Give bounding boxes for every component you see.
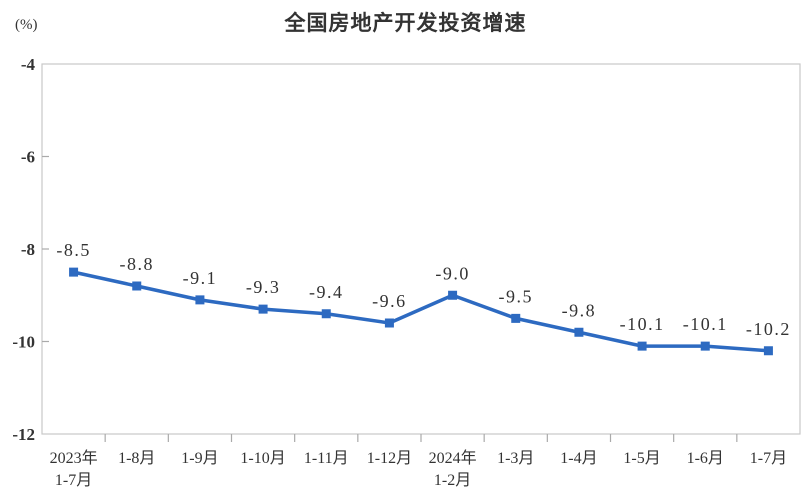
x-tick-label: 1-7月 (750, 450, 787, 467)
data-point-marker (763, 346, 773, 356)
y-tick-label: -4 (21, 55, 36, 74)
data-point-label: -9.1 (183, 268, 218, 288)
data-point-label: -8.5 (56, 240, 91, 260)
y-tick-label: -12 (12, 425, 35, 444)
x-tick-label: 1-12月 (367, 450, 412, 467)
data-point-label: -9.4 (309, 282, 344, 302)
y-tick-label: -6 (21, 148, 35, 167)
x-tick-label: 2023年 (50, 449, 98, 467)
data-point-label: -9.8 (562, 300, 597, 320)
data-point-marker (69, 267, 79, 277)
data-point-label: -9.3 (246, 277, 281, 297)
x-tick-label: 1-11月 (304, 450, 349, 467)
data-point-marker (511, 313, 521, 323)
data-point-marker (258, 304, 268, 314)
data-point-marker (574, 327, 584, 337)
data-point-label: -10.1 (683, 314, 728, 334)
y-axis-unit-label: (%) (15, 17, 38, 33)
data-point-label: -8.8 (120, 254, 155, 274)
x-tick-label: 1-8月 (118, 450, 155, 467)
data-point-label: -10.1 (620, 314, 665, 334)
data-point-marker (384, 318, 394, 328)
series-line (71, 270, 771, 353)
data-point-marker (132, 281, 142, 291)
data-point-label: -9.6 (372, 291, 407, 311)
data-point-marker (637, 341, 647, 351)
x-tick-label: 1-10月 (240, 450, 285, 467)
x-tick-label: 1-6月 (687, 450, 724, 467)
x-tick-label: 1-3月 (497, 450, 534, 467)
plot-border (41, 63, 801, 435)
data-point-label: -10.2 (746, 319, 791, 339)
data-point-marker (448, 290, 458, 300)
data-point-marker (321, 309, 331, 319)
data-point-label: -9.5 (499, 286, 534, 306)
x-tick-label: 1-7月 (55, 472, 92, 489)
x-tick-label: 2024年 (429, 449, 477, 467)
y-tick-label: -8 (21, 240, 35, 259)
x-tick-label: 1-2月 (434, 472, 471, 489)
data-point-label: -9.0 (435, 263, 470, 283)
y-tick-label: -10 (12, 333, 35, 352)
data-point-marker (700, 341, 710, 351)
x-tick-label: 1-4月 (560, 450, 597, 467)
x-tick-label: 1-5月 (623, 450, 660, 467)
data-point-marker (195, 295, 205, 305)
chart-title: 全国房地产开发投资增速 (284, 12, 527, 35)
x-tick-label: 1-9月 (181, 450, 218, 467)
